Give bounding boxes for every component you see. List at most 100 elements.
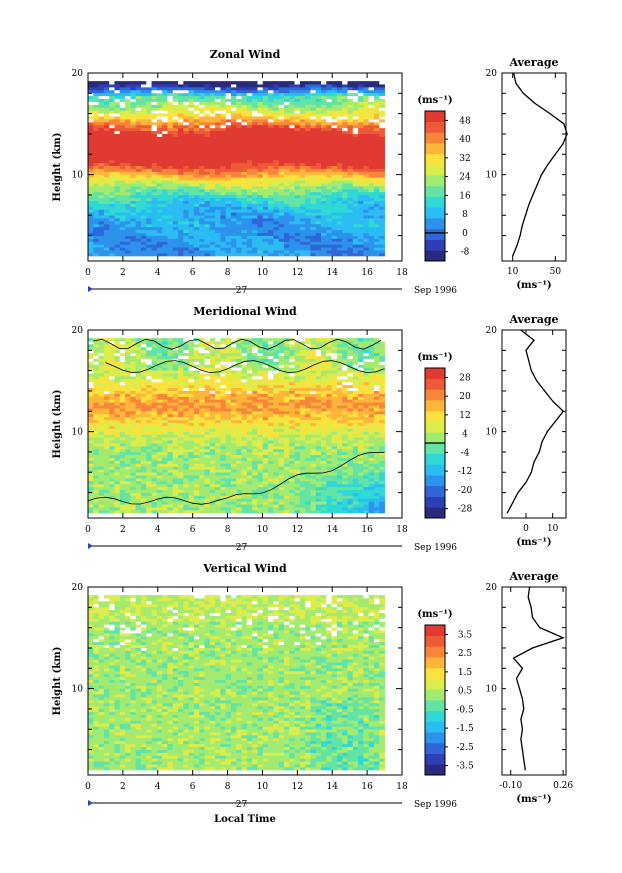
profile-point — [513, 72, 515, 74]
heatmap-cell — [289, 110, 295, 114]
heatmap-cell — [167, 469, 174, 473]
heatmap-cell — [321, 218, 327, 222]
heatmap-cell — [156, 510, 163, 514]
heatmap-cell — [315, 203, 322, 207]
heatmap-cell — [347, 145, 354, 149]
heatmap-cell — [199, 460, 205, 464]
heatmap-cell — [363, 232, 370, 236]
heatmap-cell — [273, 124, 280, 129]
heatmap-cell — [315, 194, 322, 199]
heatmap-cell — [336, 460, 343, 464]
heatmap-cell — [363, 440, 370, 444]
heatmap-cell — [151, 220, 158, 225]
heatmap-cell — [268, 434, 274, 438]
heatmap-cell — [130, 218, 137, 222]
heatmap-cell — [125, 133, 131, 137]
heatmap-cell — [363, 504, 370, 508]
heatmap-cell — [294, 191, 301, 196]
heatmap-cell — [246, 191, 253, 196]
heatmap-cell — [347, 177, 354, 181]
heatmap-cell — [151, 124, 158, 129]
heatmap-cell — [368, 174, 375, 178]
profile-line — [512, 72, 568, 257]
heatmap-cell — [188, 119, 195, 123]
heatmap-cell — [379, 501, 385, 505]
heatmap-cell — [130, 130, 137, 134]
heatmap-cell — [135, 186, 142, 190]
heatmap-cell — [135, 209, 142, 213]
heatmap-cell — [230, 127, 237, 132]
heatmap-cell — [140, 229, 147, 234]
heatmap-cell — [156, 466, 163, 470]
heatmap-cell — [193, 212, 200, 216]
heatmap-cell — [193, 215, 200, 219]
heatmap-cell — [125, 241, 131, 245]
heatmap-cell — [188, 440, 195, 444]
heatmap-cell — [299, 495, 306, 499]
heatmap-cell — [363, 113, 370, 117]
heatmap-cell — [140, 220, 147, 225]
heatmap-cell — [199, 495, 205, 499]
heatmap-cell — [268, 454, 274, 458]
heatmap-cell — [193, 183, 200, 187]
heatmap-cell — [146, 215, 152, 219]
heatmap-cell — [151, 206, 158, 210]
heatmap-cell — [352, 501, 359, 505]
heatmap-cell — [326, 142, 332, 146]
heatmap-cell — [172, 437, 179, 441]
heatmap-cell — [283, 235, 290, 239]
heatmap-cell — [283, 206, 290, 210]
heatmap-cell — [204, 136, 211, 140]
heatmap-cell — [93, 139, 99, 143]
heatmap-cell — [315, 235, 322, 239]
heatmap-cell — [209, 483, 216, 488]
heatmap-cell — [204, 448, 211, 453]
heatmap-cell — [135, 156, 142, 161]
profile-point — [519, 235, 521, 237]
heatmap-cell — [336, 209, 343, 213]
heatmap-cell — [262, 215, 269, 219]
heatmap-cell — [119, 162, 126, 167]
heatmap-cell — [193, 139, 200, 143]
heatmap-cell — [199, 445, 205, 450]
heatmap-cell — [331, 162, 338, 167]
heatmap-cell — [373, 197, 380, 201]
heatmap-cell — [321, 445, 327, 450]
heatmap-cell — [246, 203, 253, 207]
heatmap-cell — [352, 437, 359, 441]
heatmap-cell — [289, 241, 295, 245]
heatmap-cell — [278, 218, 285, 222]
heatmap-cell — [336, 492, 343, 496]
heatmap-cell — [368, 463, 375, 467]
heatmap-cell — [236, 454, 242, 458]
heatmap-cell — [103, 492, 110, 496]
heatmap-cell — [294, 238, 301, 242]
heatmap-cell — [262, 110, 269, 114]
heatmap-cell — [172, 510, 179, 514]
heatmap-cell — [268, 223, 274, 228]
heatmap-cell — [236, 101, 242, 105]
heatmap-cell — [331, 121, 338, 126]
heatmap-cell — [273, 477, 280, 482]
heatmap-cell — [373, 142, 380, 146]
heatmap-cell — [103, 445, 110, 450]
heatmap-cell — [326, 440, 332, 444]
heatmap-cell — [135, 194, 142, 199]
heatmap-cell — [358, 98, 364, 102]
heatmap-cell — [363, 495, 370, 499]
heatmap-cell — [273, 504, 280, 508]
heatmap-cell — [379, 127, 385, 132]
heatmap-cell — [299, 130, 306, 134]
heatmap-cell — [273, 200, 280, 204]
heatmap-cell — [294, 153, 301, 158]
heatmap-cell — [204, 480, 211, 485]
heatmap-cell — [283, 156, 290, 161]
heatmap-cell — [225, 486, 232, 491]
heatmap-cell — [188, 434, 195, 438]
heatmap-cell — [299, 113, 306, 117]
heatmap-cell — [140, 86, 147, 91]
heatmap-cell — [342, 206, 348, 210]
heatmap-cell — [262, 191, 269, 196]
heatmap-cell — [162, 448, 168, 453]
heatmap-cell — [352, 475, 359, 479]
